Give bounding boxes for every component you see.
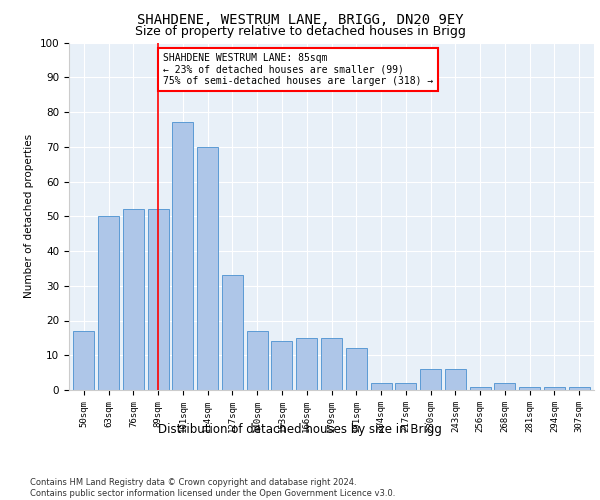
Bar — [321, 338, 342, 390]
Bar — [296, 338, 317, 390]
Text: Distribution of detached houses by size in Brigg: Distribution of detached houses by size … — [158, 422, 442, 436]
Bar — [420, 369, 441, 390]
Text: Contains HM Land Registry data © Crown copyright and database right 2024.
Contai: Contains HM Land Registry data © Crown c… — [30, 478, 395, 498]
Bar — [271, 342, 292, 390]
Bar — [73, 331, 94, 390]
Bar — [98, 216, 119, 390]
Bar — [346, 348, 367, 390]
Bar — [544, 386, 565, 390]
Bar — [172, 122, 193, 390]
Bar — [445, 369, 466, 390]
Text: SHAHDENE WESTRUM LANE: 85sqm
← 23% of detached houses are smaller (99)
75% of se: SHAHDENE WESTRUM LANE: 85sqm ← 23% of de… — [163, 53, 433, 86]
Bar — [222, 276, 243, 390]
Bar — [148, 210, 169, 390]
Bar — [470, 386, 491, 390]
Text: SHAHDENE, WESTRUM LANE, BRIGG, DN20 9EY: SHAHDENE, WESTRUM LANE, BRIGG, DN20 9EY — [137, 12, 463, 26]
Bar — [371, 383, 392, 390]
Bar — [395, 383, 416, 390]
Text: Size of property relative to detached houses in Brigg: Size of property relative to detached ho… — [134, 25, 466, 38]
Bar — [494, 383, 515, 390]
Y-axis label: Number of detached properties: Number of detached properties — [24, 134, 34, 298]
Bar — [569, 386, 590, 390]
Bar — [247, 331, 268, 390]
Bar — [123, 210, 144, 390]
Bar — [519, 386, 540, 390]
Bar — [197, 147, 218, 390]
